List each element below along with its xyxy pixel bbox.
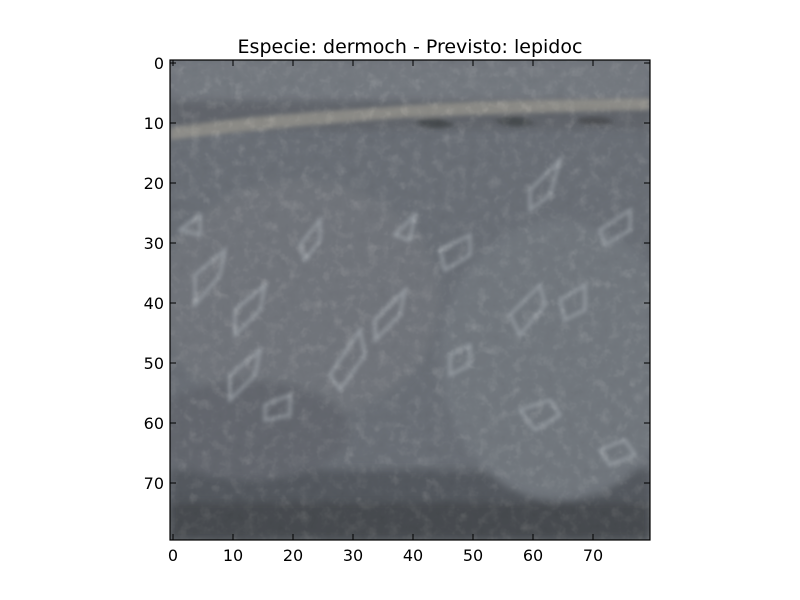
x-tick-label: 70 [583,546,603,565]
y-tick-label: 30 [144,234,164,253]
y-axis: 0 10 20 30 40 50 60 70 [144,54,650,493]
y-tick-label: 20 [144,174,164,193]
x-tick-label: 30 [343,546,363,565]
y-tick-label: 50 [144,354,164,373]
x-tick-label: 10 [223,546,243,565]
x-axis: 0 10 20 30 40 50 60 70 [168,60,603,565]
x-tick-label: 0 [168,546,178,565]
figure-title: Especie: dermoch - Previsto: lepidoc [238,36,583,58]
y-tick-label: 40 [144,294,164,313]
image-grain [170,60,650,540]
plot-frame [169,59,651,541]
x-tick-label: 20 [283,546,303,565]
x-tick-label: 40 [403,546,423,565]
y-tick-label: 10 [144,114,164,133]
y-tick-label: 60 [144,414,164,433]
x-tick-label: 50 [463,546,483,565]
image-plot [170,60,650,540]
x-tick-label: 60 [523,546,543,565]
y-tick-label: 70 [144,474,164,493]
y-tick-label: 0 [154,54,164,73]
